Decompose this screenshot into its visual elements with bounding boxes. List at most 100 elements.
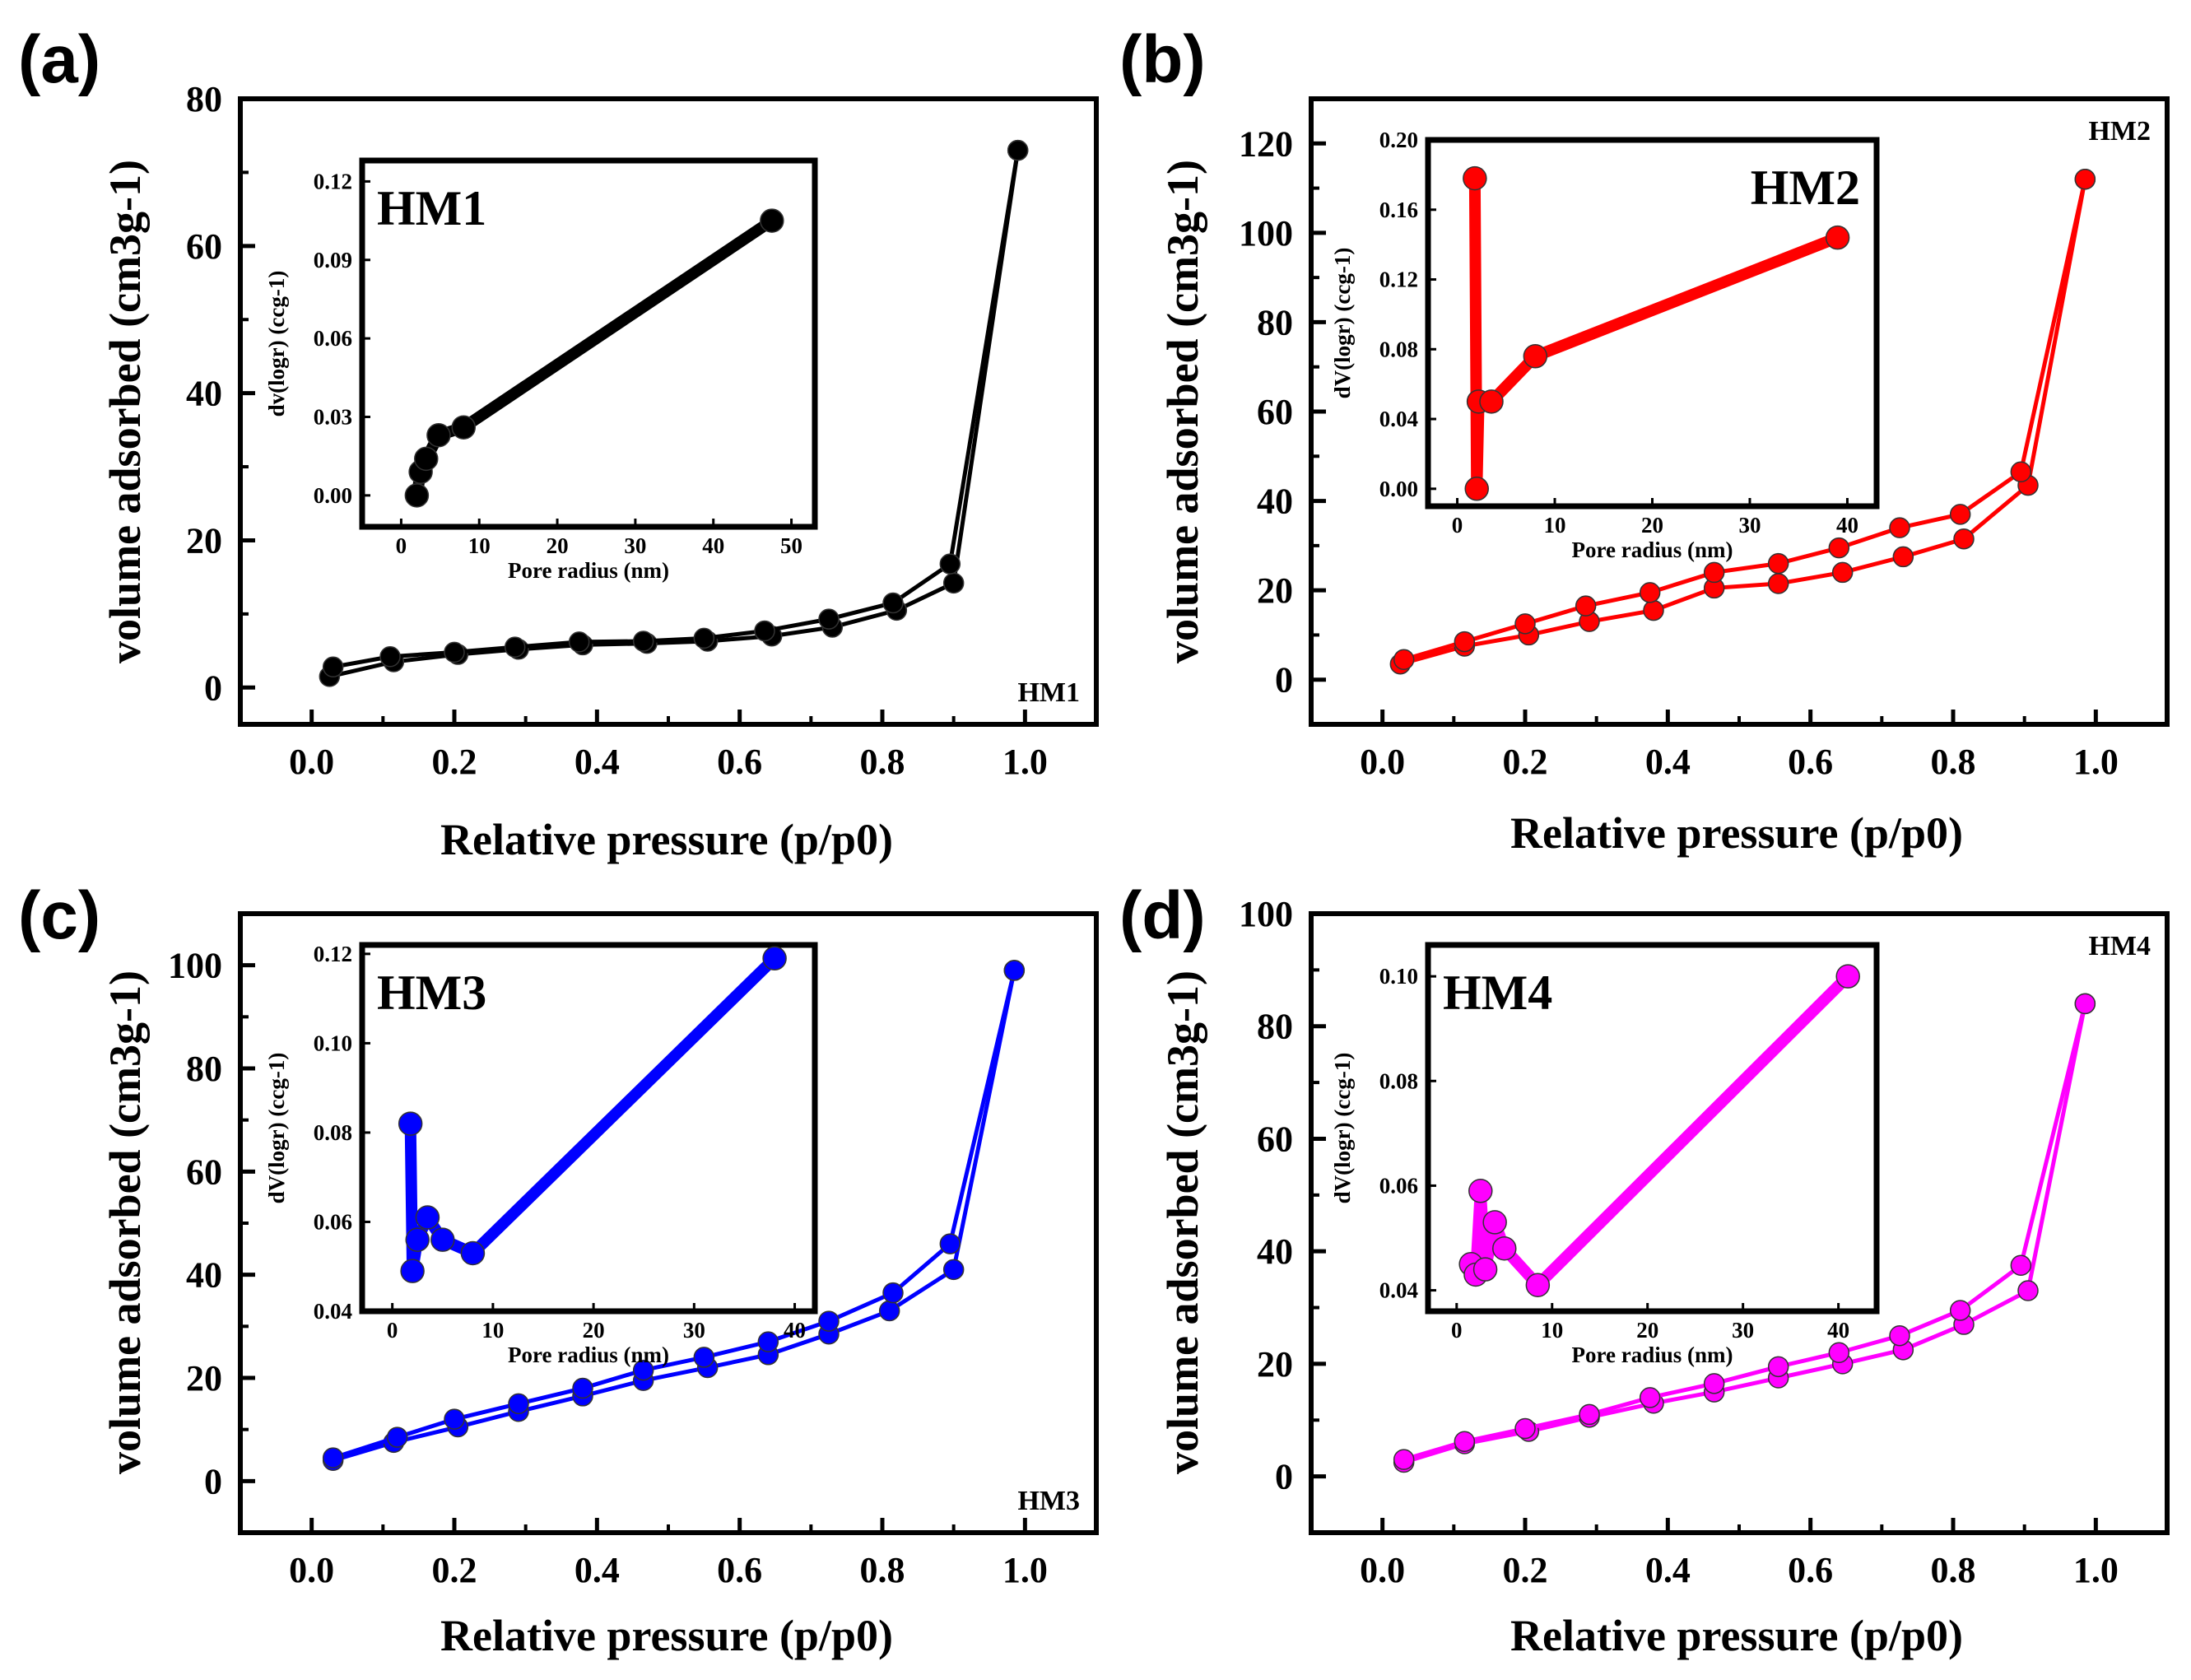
x-tick-label: 0.0 bbox=[289, 1550, 334, 1590]
inset-data-point bbox=[1472, 1257, 1498, 1282]
inset-data-point bbox=[1523, 344, 1548, 369]
inset-y-axis-label: dv(logr) (ccg-1) bbox=[264, 271, 289, 417]
data-point-adsorption bbox=[1953, 528, 1975, 550]
inset-title: HM1 bbox=[377, 181, 486, 235]
inset-x-tick-label: 20 bbox=[1636, 1318, 1658, 1343]
data-point-desorption bbox=[1639, 1387, 1661, 1408]
inset-data-point bbox=[760, 208, 784, 233]
x-tick-label: 0.6 bbox=[1788, 1550, 1833, 1590]
x-tick-label: 1.0 bbox=[1002, 742, 1048, 782]
inset-data-point bbox=[460, 1240, 486, 1266]
inset-data-point bbox=[404, 483, 430, 508]
inset-y-tick-label: 0.09 bbox=[314, 248, 352, 272]
inset-y-tick-label: 0.08 bbox=[1379, 337, 1418, 361]
inset-y-tick-label: 0.06 bbox=[314, 1209, 352, 1234]
series-line-adsorption bbox=[332, 970, 1016, 1463]
y-tick-label: 60 bbox=[1257, 1119, 1293, 1159]
data-point-desorption bbox=[444, 1408, 465, 1430]
y-axis-label: volume adsorbed (cm3g-1) bbox=[100, 970, 150, 1474]
inset-y-tick-label: 0.03 bbox=[314, 405, 352, 430]
data-point-adsorption bbox=[942, 1259, 965, 1281]
y-tick-label: 60 bbox=[186, 1152, 222, 1192]
inset-data-point bbox=[762, 946, 787, 971]
inset-x-tick-label: 30 bbox=[624, 533, 646, 558]
inset-y-tick-label: 0.04 bbox=[314, 1299, 352, 1324]
x-axis-label: Relative pressure (p/p0) bbox=[440, 1611, 893, 1660]
data-point-desorption bbox=[1889, 1324, 1910, 1347]
y-tick-label: 40 bbox=[1257, 1231, 1293, 1272]
sample-label: HM4 bbox=[2088, 931, 2151, 961]
inset-x-tick-label: 50 bbox=[780, 533, 802, 558]
x-tick-label: 0.8 bbox=[860, 742, 905, 782]
inset-title: HM3 bbox=[377, 966, 486, 1020]
inset-y-tick-label: 0.12 bbox=[314, 942, 352, 966]
inset-x-tick-label: 30 bbox=[1732, 1318, 1754, 1343]
y-axis-label: volume adsorbed (cm3g-1) bbox=[1158, 970, 1207, 1474]
inset-data-point bbox=[1479, 389, 1504, 414]
inset: 0 10 20 30 40 50 0.00 0.03 0.06 0.09 0.12 Pore radi… bbox=[264, 157, 818, 583]
y-tick-label: 120 bbox=[1239, 123, 1293, 164]
data-point-adsorption bbox=[878, 1300, 900, 1322]
data-point-desorption bbox=[379, 645, 401, 668]
panel-a: (a) 0.0 0.2 0.4 0.6 0.8 1.0 0 20 40 60 80 Relative p… bbox=[18, 22, 1099, 864]
data-point-desorption bbox=[444, 641, 465, 663]
data-point-desorption bbox=[1579, 1403, 1600, 1426]
x-axis-label: Relative pressure (p/p0) bbox=[440, 815, 893, 864]
x-tick-label: 0.8 bbox=[1931, 1550, 1976, 1590]
data-point-desorption bbox=[1393, 1449, 1415, 1470]
y-tick-label: 60 bbox=[1257, 392, 1293, 432]
inset-data-point bbox=[1492, 1236, 1517, 1261]
inset-x-tick-label: 40 bbox=[1827, 1318, 1849, 1343]
inset-x-tick-label: 30 bbox=[683, 1318, 705, 1343]
data-point-desorption bbox=[2074, 993, 2096, 1015]
inset-x-tick-label: 10 bbox=[468, 533, 491, 558]
data-point-adsorption bbox=[1767, 573, 1789, 594]
inset-x-tick-label: 20 bbox=[583, 1318, 605, 1343]
inset-data-point bbox=[451, 415, 477, 440]
inset-data-point bbox=[1464, 477, 1489, 501]
data-point-desorption bbox=[1767, 552, 1789, 575]
inset-y-tick-label: 0.10 bbox=[314, 1031, 352, 1055]
data-point-desorption bbox=[1889, 517, 1910, 538]
data-point-adsorption bbox=[1892, 546, 1914, 568]
data-point-desorption bbox=[939, 553, 961, 575]
panel-label: (a) bbox=[18, 22, 100, 97]
y-tick-label: 80 bbox=[1257, 1007, 1293, 1047]
x-tick-label: 0.4 bbox=[574, 742, 620, 782]
inset-title: HM2 bbox=[1751, 161, 1860, 215]
inset-y-tick-label: 0.06 bbox=[1379, 1173, 1418, 1198]
data-point-desorption bbox=[386, 1426, 408, 1448]
inset-data-point bbox=[430, 1227, 455, 1252]
inset-y-tick-label: 0.00 bbox=[314, 483, 352, 508]
inset-data-point bbox=[426, 423, 451, 448]
panel-label: (c) bbox=[18, 878, 100, 953]
y-axis-label: volume adsorbed (cm3g-1) bbox=[100, 160, 150, 663]
panel-b: (b)0.0 0.2 0.4 0.6 0.8 1.0020406080100120Rela… bbox=[1119, 22, 2170, 858]
inset-data-point bbox=[1825, 225, 1850, 250]
x-tick-label: 0.4 bbox=[1645, 1550, 1691, 1590]
inset-x-tick-label: 20 bbox=[1641, 513, 1663, 538]
sample-label: HM2 bbox=[2088, 116, 2151, 147]
inset-data-point bbox=[1525, 1273, 1551, 1297]
inset-x-tick-label: 40 bbox=[784, 1318, 806, 1343]
inset: 0 10 20 30 40 0.04 0.06 0.08 0.10 Pore radius (nm… bbox=[1330, 942, 1880, 1367]
inset-data-point bbox=[1835, 964, 1860, 989]
inset-x-tick-label: 0 bbox=[1451, 1318, 1463, 1343]
x-tick-label: 0.6 bbox=[717, 1550, 762, 1590]
data-point-desorption bbox=[882, 1282, 904, 1304]
y-tick-label: 0 bbox=[1275, 660, 1293, 700]
inset-data-point bbox=[1482, 1210, 1507, 1235]
data-point-desorption bbox=[1703, 561, 1725, 584]
data-point-desorption bbox=[2010, 461, 2032, 483]
inset-y-tick-label: 0.04 bbox=[1379, 1278, 1418, 1303]
inset-title: HM4 bbox=[1443, 966, 1552, 1020]
inset-data-point bbox=[414, 446, 439, 472]
x-tick-label: 0.6 bbox=[1788, 742, 1833, 782]
y-tick-label: 80 bbox=[1257, 302, 1293, 342]
inset-y-tick-label: 0.16 bbox=[1379, 198, 1418, 222]
inset-data-point bbox=[398, 1111, 423, 1136]
inset-data-point bbox=[400, 1259, 425, 1283]
inset-y-tick-label: 0.12 bbox=[1379, 268, 1418, 292]
y-tick-label: 20 bbox=[1257, 570, 1293, 611]
data-point-desorption bbox=[1454, 1431, 1476, 1453]
